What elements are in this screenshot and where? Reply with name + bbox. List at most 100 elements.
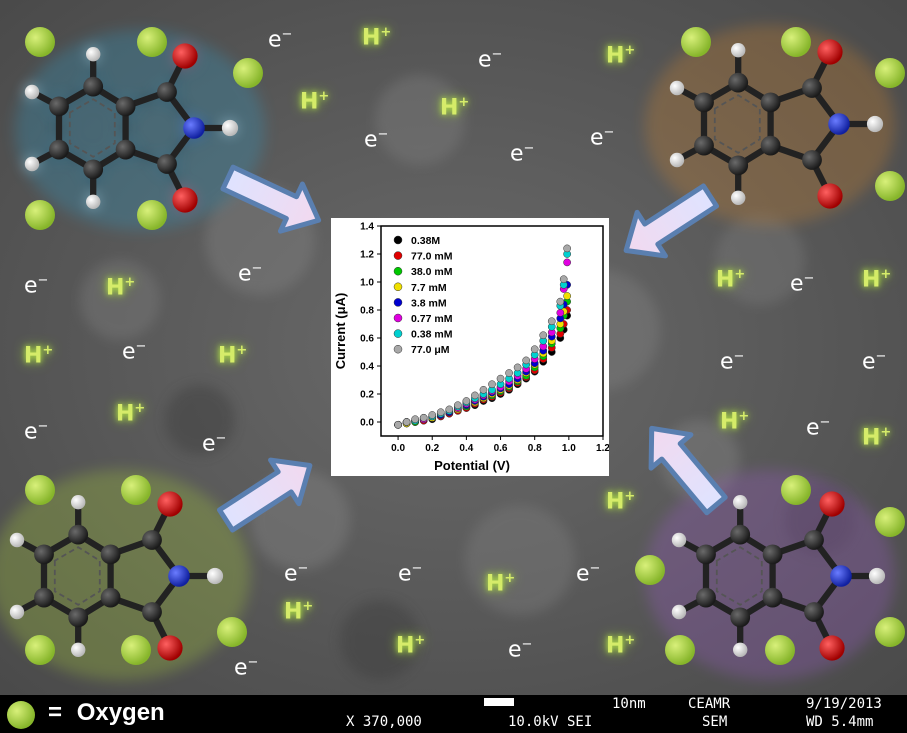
proton-label: H+ — [716, 267, 746, 293]
data-point — [556, 297, 565, 306]
molecule-top-right — [645, 25, 895, 225]
legend-marker — [393, 282, 403, 292]
legend-label: 0.77 mM — [411, 313, 453, 325]
data-point — [394, 420, 402, 429]
plot-frame — [380, 225, 604, 437]
y-tick-label: 0.4 — [360, 362, 374, 373]
data-point — [522, 356, 531, 365]
lab-label: CEAMR — [688, 696, 731, 712]
x-tick-label: 0.0 — [391, 443, 405, 454]
x-tick-label: 0.6 — [494, 443, 508, 454]
legend-marker — [393, 313, 403, 323]
data-point — [453, 401, 462, 410]
data-point — [462, 397, 471, 405]
y-tick-label: 1.2 — [360, 250, 374, 261]
electron-label: e− — [284, 561, 309, 587]
proton-label: H+ — [106, 275, 136, 301]
data-point — [539, 331, 548, 340]
proton-label: H+ — [218, 343, 248, 369]
data-point — [411, 415, 420, 424]
x-tick-label: 1.2 — [596, 443, 609, 454]
x-tick-label: 0.8 — [528, 443, 542, 454]
molecule-bottom-right — [645, 470, 895, 680]
y-tick-label: 0.0 — [360, 418, 374, 429]
voltage-label: 10.0kV SEI — [508, 714, 593, 730]
proton-label: H+ — [362, 25, 392, 51]
y-tick-label: 0.2 — [360, 390, 374, 401]
scale-label: 10nm — [612, 696, 646, 712]
legend-label: 77.0 mM — [411, 251, 453, 263]
data-point — [559, 275, 568, 284]
y-tick-label: 0.6 — [360, 334, 374, 345]
legend-marker — [393, 266, 403, 276]
data-point — [479, 385, 488, 394]
data-point — [496, 374, 505, 383]
data-point — [488, 380, 496, 389]
x-tick-label: 0.4 — [459, 443, 473, 454]
y-tick-label: 1.0 — [360, 278, 374, 289]
data-point — [563, 258, 571, 267]
electron-label: e− — [364, 127, 389, 153]
electron-label: e− — [590, 125, 615, 151]
proton-label: H+ — [396, 633, 426, 659]
oxygen-legend: = Oxygen — [48, 699, 165, 727]
proton-label: H+ — [440, 95, 470, 121]
x-axis-label: Potential (V) — [434, 458, 510, 473]
legend-label: 0.38 mM — [411, 329, 453, 341]
proton-label: H+ — [862, 267, 892, 293]
data-point — [530, 345, 539, 354]
data-point — [445, 405, 454, 414]
data-point — [419, 413, 428, 422]
electron-label: e− — [238, 261, 263, 287]
proton-label: H+ — [300, 89, 330, 115]
wd-label: WD 5.4mm — [806, 714, 874, 730]
data-point — [547, 317, 556, 326]
chart-svg: 0.0 0.2 0.4 0.6 0.8 1.0 1.2 0.0 0.2 0.4 0.6 0.8 1.0 1… — [333, 222, 610, 474]
data-point — [563, 292, 571, 300]
electron-label: e− — [398, 561, 423, 587]
electron-label: e− — [122, 339, 147, 365]
data-point — [556, 308, 565, 317]
proton-label: H+ — [486, 571, 516, 597]
sem-info-bar: = Oxygen 10nm CEAMR 9/19/2013 X 370,000 … — [0, 695, 907, 733]
electron-label: e− — [508, 637, 533, 663]
data-point — [563, 244, 571, 253]
scale-bar — [484, 698, 514, 706]
data-point — [436, 408, 445, 417]
proton-label: H+ — [116, 401, 146, 427]
y-axis-label: Current (μA) — [333, 293, 348, 370]
y-tick-label: 0.8 — [360, 306, 374, 317]
legend-label: 3.8 mM — [411, 297, 447, 309]
electron-label: e− — [478, 47, 503, 73]
legend-marker — [393, 251, 403, 260]
proton-label: H+ — [862, 425, 892, 451]
legend-marker — [393, 298, 403, 307]
oxygen-atoms — [25, 27, 905, 665]
legend-marker — [393, 344, 403, 354]
legend-label: 38.0 mM — [411, 266, 453, 278]
electron-label: e− — [576, 561, 601, 587]
x-tick-label: 0.2 — [425, 443, 439, 454]
legend-label: 77.0 μM — [411, 344, 450, 356]
molecule-bottom-left — [0, 470, 250, 680]
y-tick-label: 1.4 — [360, 222, 374, 233]
electron-label: e− — [806, 415, 831, 441]
electron-label: e− — [790, 271, 815, 297]
electron-label: e− — [24, 419, 49, 445]
electron-label: e− — [720, 349, 745, 375]
proton-label: H+ — [606, 43, 636, 69]
data-point — [505, 369, 513, 377]
proton-label: H+ — [284, 599, 314, 625]
inset-chart: 0.0 0.2 0.4 0.6 0.8 1.0 1.2 0.0 0.2 0.4 0.6 0.8 1.0 1… — [331, 218, 610, 476]
proton-label: H+ — [720, 409, 750, 435]
legend-equals: = — [48, 699, 63, 726]
date-label: 9/19/2013 — [806, 696, 882, 712]
legend-marker — [393, 329, 403, 338]
proton-label: H+ — [24, 343, 54, 369]
data-point — [402, 418, 411, 426]
molecule-top-left — [15, 30, 265, 230]
electron-label: e− — [268, 27, 293, 53]
x-tick-label: 1.0 — [562, 443, 576, 454]
sem-background — [0, 0, 907, 695]
